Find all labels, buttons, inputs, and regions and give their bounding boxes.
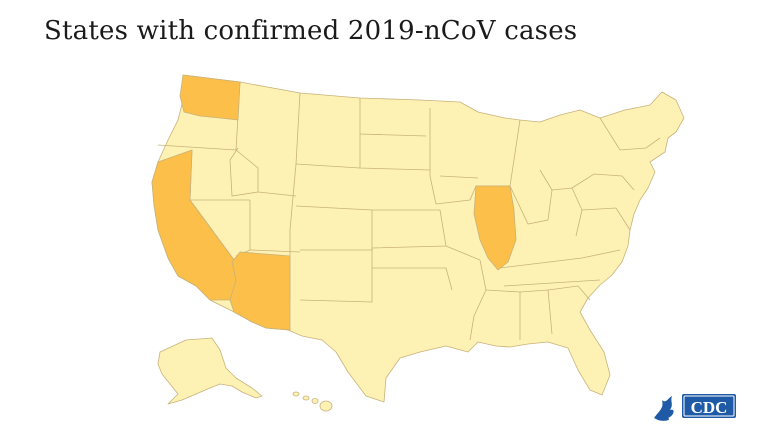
map-title: States with confirmed 2019-nCoV cases xyxy=(44,16,578,46)
state-california xyxy=(151,149,241,301)
state-shape-hawaii-2 xyxy=(302,395,310,401)
state-shape-hawaii-big xyxy=(319,400,333,412)
state-shape-alaska xyxy=(157,337,263,405)
cdc-logo: CDC xyxy=(650,388,740,422)
hhs-eagle-icon: CDC xyxy=(654,394,736,421)
cdc-logo-text: CDC xyxy=(691,398,728,417)
state-arizona xyxy=(229,251,291,331)
state-illinois xyxy=(473,185,517,271)
confirmed-states-layer xyxy=(151,74,517,331)
state-washington xyxy=(179,74,241,121)
state-shape-hawaii-1 xyxy=(292,391,300,397)
state-shape-hawaii-3 xyxy=(311,398,319,404)
state-borders xyxy=(157,81,661,341)
